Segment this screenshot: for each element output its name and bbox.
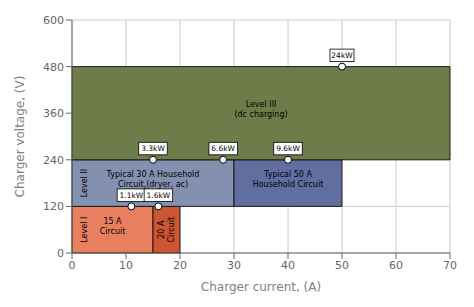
svg-text:Level I: Level I [80,217,89,243]
svg-text:3.3kW: 3.3kW [141,144,165,153]
svg-text:120: 120 [43,200,64,213]
svg-text:40: 40 [281,259,295,272]
svg-text:0: 0 [69,259,76,272]
svg-text:1.1kW: 1.1kW [120,191,144,200]
svg-text:Typical 30 A HouseholdCircuit,: Typical 30 A HouseholdCircuit,(dryer, ac… [106,170,200,189]
svg-text:20 ACircuit: 20 ACircuit [157,217,176,243]
svg-text:10: 10 [119,259,133,272]
svg-text:Level II: Level II [80,169,89,197]
svg-text:Typical 50 AHousehold Circuit: Typical 50 AHousehold Circuit [253,170,324,189]
svg-text:24kW: 24kW [331,51,353,60]
svg-text:15 ACircuit: 15 ACircuit [100,217,126,236]
svg-text:50: 50 [335,259,349,272]
svg-text:20: 20 [173,259,187,272]
svg-text:70: 70 [443,259,457,272]
svg-text:6.6kW: 6.6kW [211,144,235,153]
svg-text:480: 480 [43,61,64,74]
svg-text:600: 600 [43,14,64,27]
svg-text:Charger current, (A): Charger current, (A) [201,280,321,294]
svg-text:9.6kW: 9.6kW [276,144,300,153]
svg-text:60: 60 [389,259,403,272]
svg-text:30: 30 [227,259,241,272]
svg-text:Charger voltage, (V): Charger voltage, (V) [13,76,27,198]
svg-text:360: 360 [43,107,64,120]
svg-text:240: 240 [43,154,64,167]
svg-text:Level III(dc charging): Level III(dc charging) [234,100,287,119]
svg-text:0: 0 [57,247,64,260]
svg-text:1.6kW: 1.6kW [147,191,171,200]
